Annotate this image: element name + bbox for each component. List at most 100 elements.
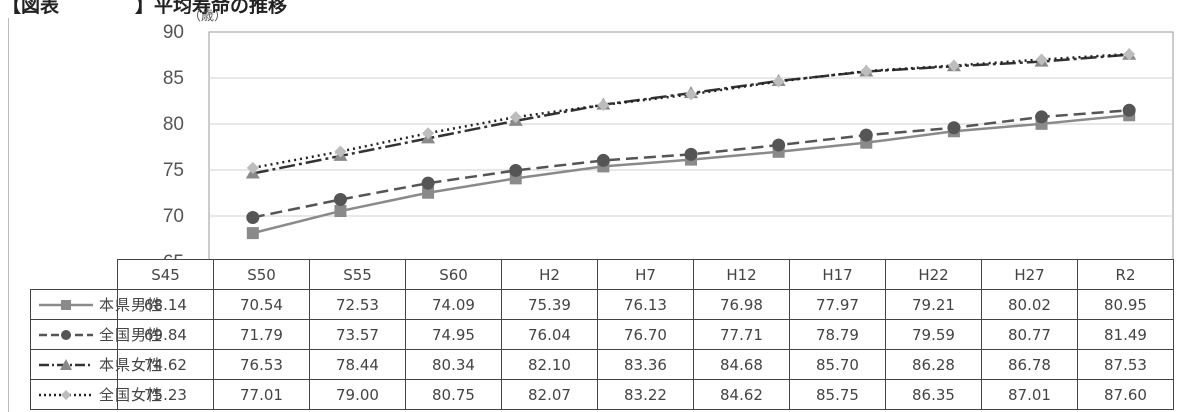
data-label: 77.01 bbox=[213, 379, 310, 410]
legend-symbol bbox=[39, 389, 93, 400]
data-label: 85.75 bbox=[789, 379, 886, 410]
data-label: 86.35 bbox=[885, 379, 982, 410]
data-label: 80.77 bbox=[981, 319, 1078, 350]
data-label: 84.68 bbox=[693, 349, 790, 380]
data-label: 87.53 bbox=[1077, 349, 1174, 380]
data-label: 76.70 bbox=[597, 319, 694, 350]
table-row: 本県女性 74.62 76.53 78.44 80.34 82.10 83.36 84.68 8… bbox=[30, 349, 1174, 380]
title-strip: 【図表 】平均寿命の推移 bbox=[0, 0, 1181, 14]
left-rule bbox=[8, 18, 9, 412]
data-point bbox=[1123, 48, 1136, 61]
table-row: 全国女性 75.23 77.01 79.00 80.75 82.07 83.22 84.62 8… bbox=[30, 379, 1174, 410]
data-point bbox=[772, 138, 786, 152]
data-label: 75.23 bbox=[117, 379, 214, 410]
data-point bbox=[334, 145, 347, 158]
data-point bbox=[947, 59, 960, 72]
data-label: 86.78 bbox=[981, 349, 1078, 380]
table-header-row: S45 S50 S55 S60 H2 H7 H12 H17 H22 H27 R2 bbox=[30, 259, 1174, 290]
y-tick-label: 75 bbox=[163, 160, 184, 181]
x-tick-label: R2 bbox=[1077, 259, 1174, 290]
data-label: 80.75 bbox=[405, 379, 502, 410]
data-label: 75.39 bbox=[501, 289, 598, 320]
data-label: 80.95 bbox=[1077, 289, 1174, 320]
data-label: 73.57 bbox=[309, 319, 406, 350]
data-point bbox=[422, 186, 435, 199]
legend-symbol bbox=[39, 358, 93, 370]
data-label: 77.97 bbox=[789, 289, 886, 320]
y-unit-label: （歳） bbox=[188, 9, 227, 24]
data-point bbox=[1035, 53, 1048, 66]
data-label: 83.36 bbox=[597, 349, 694, 380]
data-label: 82.07 bbox=[501, 379, 598, 410]
x-tick-label: S55 bbox=[309, 259, 406, 290]
x-tick-label: H17 bbox=[789, 259, 886, 290]
data-table: S45 S50 S55 S60 H2 H7 H12 H17 H22 H27 R2 本県男性 68.14… bbox=[30, 259, 1174, 410]
data-label: 81.49 bbox=[1077, 319, 1174, 350]
data-label: 76.53 bbox=[213, 349, 310, 380]
data-label: 76.04 bbox=[501, 319, 598, 350]
data-label: 69.84 bbox=[117, 319, 214, 350]
data-label: 80.34 bbox=[405, 349, 502, 380]
x-tick-label: H12 bbox=[693, 259, 790, 290]
data-label: 85.70 bbox=[789, 349, 886, 380]
data-label: 86.28 bbox=[885, 349, 982, 380]
data-point bbox=[685, 88, 697, 101]
data-label: 78.44 bbox=[309, 349, 406, 380]
legend-entry: 本県女性 bbox=[30, 349, 162, 380]
data-label: 82.10 bbox=[501, 349, 598, 380]
data-label: 79.21 bbox=[885, 289, 982, 320]
data-point bbox=[596, 153, 610, 167]
data-label: 74.95 bbox=[405, 319, 502, 350]
data-label: 83.22 bbox=[597, 379, 694, 410]
data-label: 76.13 bbox=[597, 289, 694, 320]
data-label: 79.59 bbox=[885, 319, 982, 350]
table-body: 本県男性 68.14 70.54 72.53 74.09 75.39 76.13 76.98 7… bbox=[30, 289, 1174, 410]
data-point bbox=[509, 163, 523, 177]
data-label: 71.79 bbox=[213, 319, 310, 350]
data-point bbox=[684, 147, 698, 161]
data-label: 68.14 bbox=[117, 289, 214, 320]
data-label: 72.53 bbox=[309, 289, 406, 320]
table-row: 全国男性 69.84 71.79 73.57 74.95 76.04 76.70 77.71 7… bbox=[30, 319, 1174, 350]
data-point bbox=[1122, 103, 1136, 117]
legend-entry: 全国女性 bbox=[30, 379, 162, 410]
data-point bbox=[246, 227, 259, 240]
data-label: 74.09 bbox=[405, 289, 502, 320]
legend-symbol bbox=[39, 329, 93, 340]
x-tick-label: H7 bbox=[597, 259, 694, 290]
data-label: 87.60 bbox=[1077, 379, 1174, 410]
legend-entry: 全国男性 bbox=[30, 319, 162, 350]
y-tick-label: 80 bbox=[163, 114, 184, 135]
data-point bbox=[334, 205, 347, 218]
data-point bbox=[246, 161, 259, 174]
data-label: 87.01 bbox=[981, 379, 1078, 410]
data-label: 70.54 bbox=[213, 289, 310, 320]
x-tick-label: S45 bbox=[117, 259, 214, 290]
data-point bbox=[860, 65, 873, 78]
x-tick-label: H22 bbox=[885, 259, 982, 290]
x-tick-label: H2 bbox=[501, 259, 598, 290]
y-tick-label: 85 bbox=[163, 68, 184, 89]
series-line bbox=[252, 114, 1130, 235]
x-tick-label: H27 bbox=[981, 259, 1078, 290]
legend-symbol bbox=[39, 299, 93, 310]
table-corner bbox=[30, 259, 118, 290]
data-point bbox=[509, 111, 522, 124]
data-point bbox=[859, 128, 873, 142]
data-point bbox=[421, 176, 435, 190]
y-tick-label: 65 bbox=[163, 252, 184, 260]
data-point bbox=[597, 98, 610, 111]
data-point bbox=[1035, 110, 1049, 124]
data-point bbox=[422, 127, 435, 140]
data-label: 78.79 bbox=[789, 319, 886, 350]
data-label: 79.00 bbox=[309, 379, 406, 410]
chart-title: 【図表 】平均寿命の推移 bbox=[2, 0, 288, 14]
data-label: 80.02 bbox=[981, 289, 1078, 320]
data-point bbox=[333, 193, 347, 207]
line-chart: 65 70 75 80 85 90 （歳） bbox=[163, 9, 1174, 260]
table-row: 本県男性 68.14 70.54 72.53 74.09 75.39 76.13 76.98 7… bbox=[30, 289, 1174, 320]
data-point bbox=[246, 210, 260, 224]
x-tick-label: S50 bbox=[213, 259, 310, 290]
y-tick-label: 90 bbox=[163, 22, 184, 43]
data-point bbox=[772, 75, 785, 88]
